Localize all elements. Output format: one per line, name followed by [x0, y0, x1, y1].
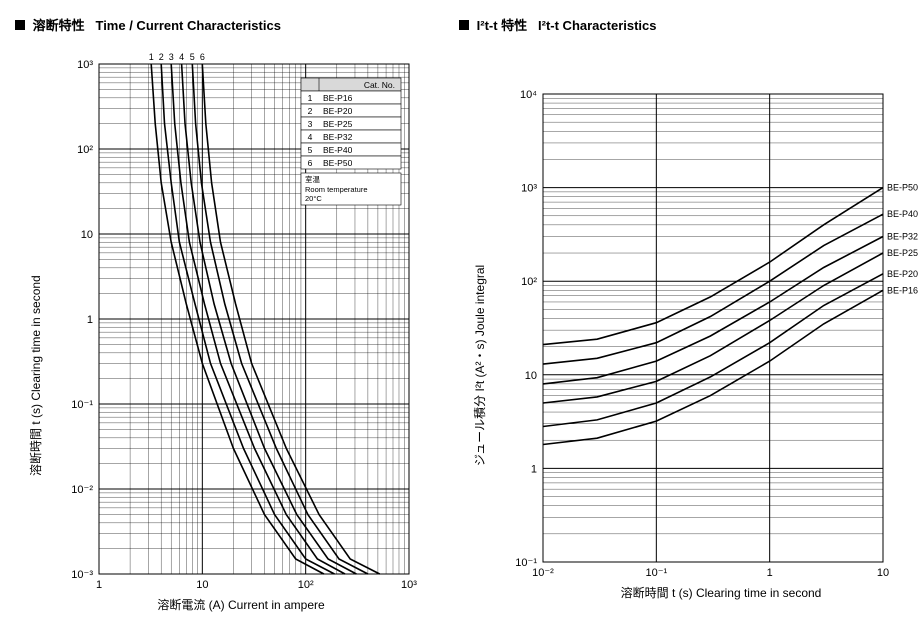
- svg-text:BE-P32: BE-P32: [323, 132, 353, 142]
- svg-text:1: 1: [96, 579, 102, 591]
- svg-text:BE-P20: BE-P20: [323, 106, 353, 116]
- right-title: I²t-t 特性 I²t-t Characteristics: [459, 15, 918, 34]
- svg-text:10⁻³: 10⁻³: [71, 569, 93, 581]
- svg-text:10³: 10³: [77, 59, 93, 71]
- svg-text:BE-P40: BE-P40: [323, 145, 353, 155]
- svg-text:1: 1: [149, 52, 154, 62]
- svg-text:10⁻¹: 10⁻¹: [71, 399, 93, 411]
- square-marker-icon: [459, 20, 469, 30]
- svg-text:Room temperature: Room temperature: [305, 185, 368, 194]
- svg-text:1: 1: [87, 314, 93, 326]
- svg-text:2: 2: [308, 106, 313, 116]
- svg-text:10⁴: 10⁴: [520, 89, 537, 101]
- svg-text:室温: 室温: [305, 174, 320, 184]
- time-current-panel: 溶断特性 Time / Current Characteristics 溶断時間…: [15, 15, 419, 613]
- svg-text:BE-P40: BE-P40: [887, 209, 918, 219]
- svg-text:4: 4: [308, 132, 313, 142]
- right-y-axis-label: ジュール積分 I²t (A²・s) Joule integral: [471, 265, 488, 466]
- svg-text:10: 10: [196, 579, 208, 591]
- svg-text:2: 2: [159, 52, 164, 62]
- svg-text:10³: 10³: [521, 183, 537, 195]
- svg-text:10⁻²: 10⁻²: [71, 484, 93, 496]
- svg-text:BE-P20: BE-P20: [887, 269, 918, 279]
- square-marker-icon: [15, 20, 25, 30]
- svg-text:10²: 10²: [521, 276, 537, 288]
- left-title-en: Time / Current Characteristics: [95, 18, 280, 33]
- svg-text:10²: 10²: [77, 144, 93, 156]
- svg-text:6: 6: [200, 52, 205, 62]
- svg-text:BE-P25: BE-P25: [323, 119, 353, 129]
- svg-text:3: 3: [169, 52, 174, 62]
- svg-text:BE-P32: BE-P32: [887, 232, 918, 242]
- svg-text:Cat. No.: Cat. No.: [364, 80, 395, 90]
- right-plot: 10⁻²10⁻¹11010⁻¹11010²10³10⁴BE-P16BE-P20B…: [507, 76, 918, 580]
- svg-text:BE-P25: BE-P25: [887, 248, 918, 258]
- right-title-jp: I²t-t 特性: [477, 18, 528, 33]
- svg-text:10³: 10³: [401, 579, 417, 591]
- svg-text:BE-P16: BE-P16: [887, 285, 918, 295]
- right-title-en: I²t-t Characteristics: [538, 18, 656, 33]
- svg-text:10: 10: [877, 567, 889, 579]
- svg-text:10⁻¹: 10⁻¹: [645, 567, 667, 579]
- left-y-axis-label: 溶断時間 t (s) Clearing time in second: [27, 275, 44, 476]
- svg-text:10²: 10²: [298, 579, 314, 591]
- svg-text:3: 3: [308, 119, 313, 129]
- svg-text:4: 4: [179, 52, 184, 62]
- i2t-panel: I²t-t 特性 I²t-t Characteristics ジュール積分 I²…: [459, 15, 918, 613]
- svg-text:1: 1: [308, 93, 313, 103]
- svg-text:BE-P50: BE-P50: [887, 183, 918, 193]
- svg-text:1: 1: [531, 463, 537, 475]
- svg-text:10⁻¹: 10⁻¹: [515, 557, 537, 569]
- left-x-axis-label: 溶断電流 (A) Current in ampere: [63, 596, 419, 613]
- svg-text:6: 6: [308, 158, 313, 168]
- svg-text:10: 10: [525, 370, 537, 382]
- svg-text:1: 1: [767, 567, 773, 579]
- svg-text:BE-P50: BE-P50: [323, 158, 353, 168]
- left-plot: 11010²10³10⁻³10⁻²10⁻¹11010²10³123456Cat.…: [63, 46, 419, 592]
- svg-text:5: 5: [190, 52, 195, 62]
- svg-text:BE-P16: BE-P16: [323, 93, 353, 103]
- svg-text:10: 10: [81, 229, 93, 241]
- svg-text:20°C: 20°C: [305, 194, 322, 203]
- left-title-jp: 溶断特性: [33, 18, 85, 33]
- chart-row: 溶断特性 Time / Current Characteristics 溶断時間…: [15, 15, 903, 613]
- svg-text:5: 5: [308, 145, 313, 155]
- right-x-axis-label: 溶断時間 t (s) Clearing time in second: [507, 584, 918, 601]
- left-title: 溶断特性 Time / Current Characteristics: [15, 15, 419, 34]
